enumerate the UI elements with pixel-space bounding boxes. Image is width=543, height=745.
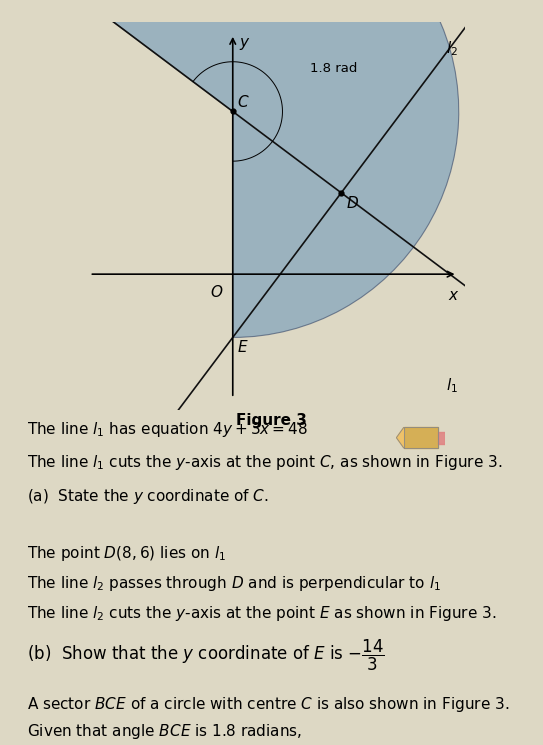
Text: $l_2$: $l_2$: [446, 39, 458, 58]
Text: $l_1$: $l_1$: [446, 376, 458, 395]
Polygon shape: [438, 431, 445, 444]
Text: The line $l_1$ cuts the $y$-axis at the point $C$, as shown in Figure 3.: The line $l_1$ cuts the $y$-axis at the …: [27, 453, 502, 472]
Text: Given that angle $BCE$ is 1.8 radians,: Given that angle $BCE$ is 1.8 radians,: [27, 721, 302, 741]
Text: $x$: $x$: [448, 288, 459, 302]
Text: 1.8 rad: 1.8 rad: [310, 62, 357, 75]
Text: $y$: $y$: [238, 36, 250, 52]
Text: (b)  Show that the $y$ coordinate of $E$ is $-\dfrac{14}{3}$: (b) Show that the $y$ coordinate of $E$ …: [27, 638, 385, 673]
Text: Figure 3: Figure 3: [236, 413, 307, 428]
Text: The line $l_2$ cuts the $y$-axis at the point $E$ as shown in Figure 3.: The line $l_2$ cuts the $y$-axis at the …: [27, 604, 496, 624]
Text: The line $l_2$ passes through $D$ and is perpendicular to $l_1$: The line $l_2$ passes through $D$ and is…: [27, 574, 441, 593]
Text: $E$: $E$: [237, 340, 249, 355]
Text: $C$: $C$: [237, 94, 249, 110]
Polygon shape: [396, 428, 404, 448]
Text: The line $l_1$ has equation $4y + 3x = 48$: The line $l_1$ has equation $4y + 3x = 4…: [27, 420, 308, 439]
Text: $D$: $D$: [346, 194, 359, 211]
Text: The point $D(8, 6)$ lies on $l_1$: The point $D(8, 6)$ lies on $l_1$: [27, 544, 226, 563]
Polygon shape: [404, 428, 438, 448]
Text: $O$: $O$: [210, 284, 223, 299]
Text: A sector $BCE$ of a circle with centre $C$ is also shown in Figure 3.: A sector $BCE$ of a circle with centre $…: [27, 694, 509, 714]
Wedge shape: [52, 0, 459, 337]
Text: (a)  State the $y$ coordinate of $C$.: (a) State the $y$ coordinate of $C$.: [27, 487, 269, 506]
